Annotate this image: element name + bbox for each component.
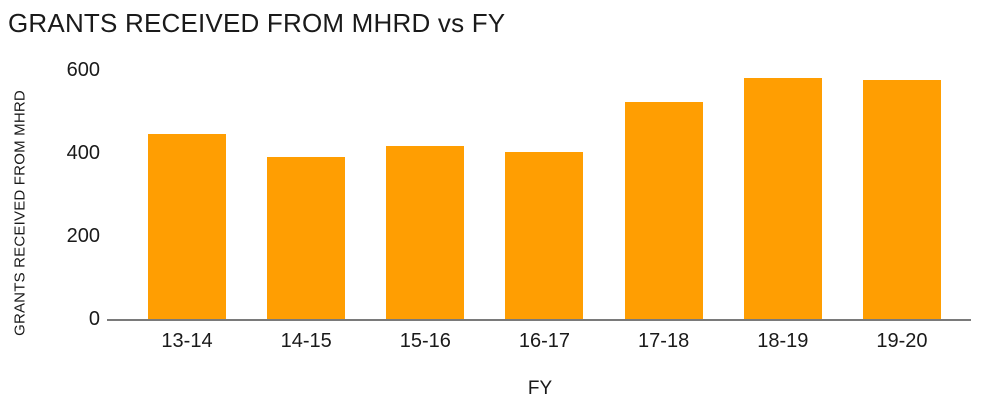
- bar-16-17: [505, 151, 584, 319]
- x-tick-label-19-20: 19-20: [876, 330, 928, 352]
- bar-19-20: [862, 80, 941, 319]
- plot-area: [110, 70, 971, 319]
- bars-group: [110, 70, 971, 319]
- bar-17-18: [624, 101, 703, 319]
- x-axis: 13-14 14-15 15-16 16-17 17-18 18-19 19-20: [110, 330, 971, 352]
- y-tick-label-600: 600: [66, 59, 100, 81]
- x-axis-title: FY: [527, 378, 553, 399]
- x-tick-label-15-16: 15-16: [399, 330, 451, 352]
- chart-title: GRANTS RECEIVED FROM MHRD vs FY: [8, 8, 506, 38]
- x-tick-label-16-17: 16-17: [518, 330, 571, 352]
- x-tick-label-18-19: 18-19: [757, 330, 809, 352]
- bar-13-14: [148, 134, 226, 319]
- y-axis: 0 200 400 600: [0, 60, 100, 329]
- y-tick-label-0: 0: [88, 308, 100, 330]
- y-tick-label-400: 400: [66, 142, 100, 164]
- bar-18-19: [743, 78, 822, 319]
- x-tick-label-17-18: 17-18: [638, 330, 690, 352]
- x-tick-label-13-14: 13-14: [161, 330, 213, 352]
- bar-15-16: [386, 145, 465, 319]
- x-axis-line: [107, 319, 971, 321]
- y-tick-label-200: 200: [66, 225, 100, 247]
- x-tick-label-14-15: 14-15: [280, 330, 332, 352]
- bar-14-15: [267, 157, 346, 319]
